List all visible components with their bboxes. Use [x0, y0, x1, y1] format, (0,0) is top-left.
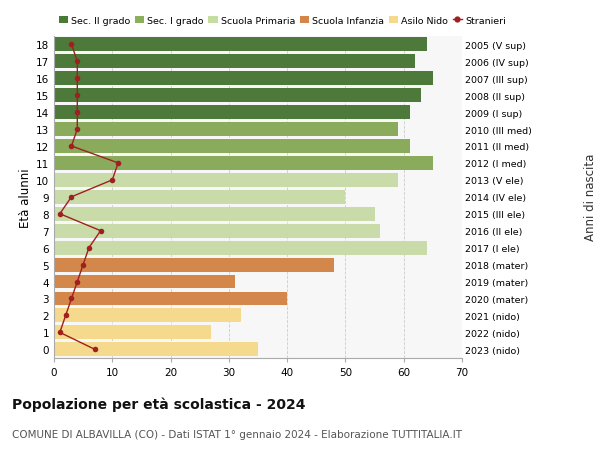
Legend: Sec. II grado, Sec. I grado, Scuola Primaria, Scuola Infanzia, Asilo Nido, Stran: Sec. II grado, Sec. I grado, Scuola Prim… — [59, 17, 506, 26]
Bar — [54, 89, 421, 103]
Text: Popolazione per età scolastica - 2024: Popolazione per età scolastica - 2024 — [12, 397, 305, 412]
Bar — [54, 190, 346, 204]
Bar — [54, 157, 433, 170]
Bar — [54, 241, 427, 255]
Bar — [54, 123, 398, 137]
Bar — [54, 326, 211, 340]
Text: COMUNE DI ALBAVILLA (CO) - Dati ISTAT 1° gennaio 2024 - Elaborazione TUTTITALIA.: COMUNE DI ALBAVILLA (CO) - Dati ISTAT 1°… — [12, 429, 462, 439]
Bar — [54, 38, 427, 52]
Bar — [54, 258, 334, 272]
Bar — [54, 292, 287, 306]
Bar — [54, 309, 241, 323]
Bar — [54, 207, 374, 221]
Bar — [54, 174, 398, 187]
Bar — [54, 140, 410, 154]
Bar — [54, 224, 380, 238]
Bar — [54, 55, 415, 69]
Y-axis label: Età alunni: Età alunni — [19, 168, 32, 227]
Bar — [54, 106, 410, 120]
Bar — [54, 275, 235, 289]
Bar — [54, 72, 433, 86]
Text: Anni di nascita: Anni di nascita — [584, 154, 597, 241]
Bar — [54, 342, 258, 357]
